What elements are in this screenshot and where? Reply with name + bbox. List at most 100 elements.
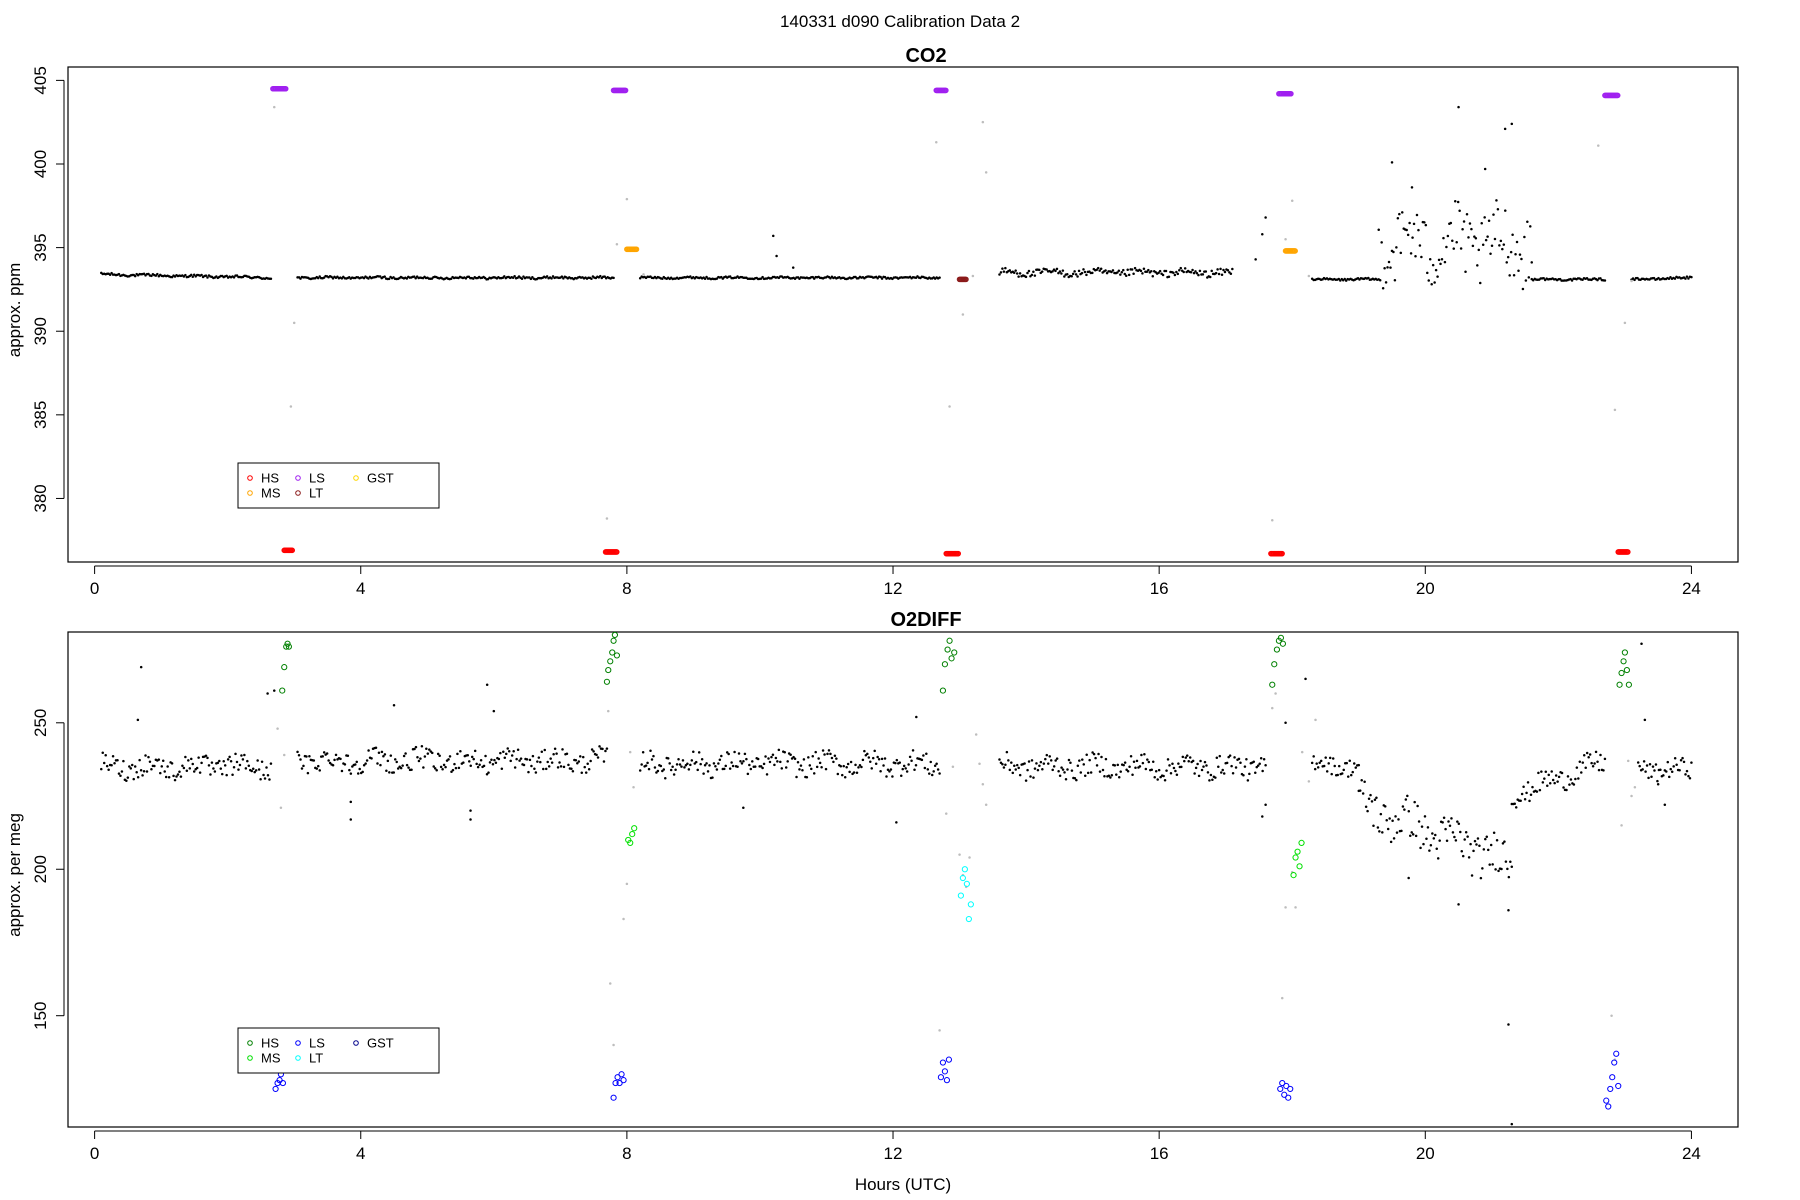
o2diff-point-ambient <box>1203 760 1207 764</box>
co2-point-ambient <box>1489 252 1492 256</box>
o2diff-point-ambient <box>649 749 652 752</box>
o2diff-point-ambient <box>491 762 495 766</box>
co2-point-ambient <box>938 276 941 279</box>
o2diff-point-ambient <box>157 758 161 761</box>
o2diff-point-ambient <box>223 764 227 767</box>
o2diff-point-ambient <box>1191 759 1195 763</box>
o2diff-point-ambient <box>1081 758 1084 761</box>
co2-point-flagged <box>615 243 619 246</box>
co2-point-ambient <box>1433 281 1436 284</box>
o2diff-point-ambient <box>1526 781 1530 784</box>
co2-point-ambient <box>1473 235 1476 238</box>
o2diff-point-ambient <box>1107 774 1111 778</box>
o2diff-point-ambient <box>706 770 710 773</box>
o2diff-point-flagged <box>1610 1014 1613 1017</box>
co2-point-ambient <box>1116 271 1119 274</box>
o2diff-point-ambient <box>1585 751 1589 755</box>
co2-y-tick-group: 385 <box>31 401 50 429</box>
o2diff-point-ambient <box>792 755 795 759</box>
o2diff-point-ambient <box>132 777 135 781</box>
o2diff-point-ms <box>1298 839 1305 846</box>
co2-point-ambient <box>1502 243 1506 246</box>
o2diff-point-ambient <box>247 764 251 768</box>
o2diff-point-ambient <box>1044 757 1047 761</box>
o2diff-point-ambient <box>559 765 563 768</box>
o2diff-point-ambient <box>1643 718 1647 722</box>
o2diff-point-ambient <box>680 765 683 768</box>
o2diff-point-ambient <box>383 753 387 756</box>
o2diff-point-ambient <box>867 756 871 759</box>
co2-point-ambient <box>1004 266 1007 270</box>
o2diff-point-ambient <box>1047 762 1050 765</box>
o2diff-point-ambient <box>938 772 941 775</box>
o2diff-point-ambient <box>240 754 243 757</box>
o2diff-point-ambient <box>1011 771 1015 775</box>
o2diff-point-ambient <box>1459 830 1462 834</box>
o2diff-point-ambient <box>182 766 186 770</box>
o2diff-point-ambient <box>1352 762 1356 765</box>
co2-point-ambient <box>1596 278 1599 282</box>
o2diff-point-ambient <box>922 754 925 757</box>
o2diff-point-ambient <box>1450 817 1453 820</box>
o2diff-point-ambient <box>727 752 730 756</box>
o2diff-point-lt <box>967 901 974 908</box>
o2diff-point-ambient <box>441 768 444 771</box>
co2-point-ambient <box>405 277 409 280</box>
o2diff-point-ambient <box>907 763 910 766</box>
o2diff-point-ambient <box>677 757 680 761</box>
o2diff-point-ambient <box>1239 761 1242 765</box>
o2diff-point-flagged <box>1280 996 1284 1000</box>
o2diff-series-hs <box>279 631 1632 694</box>
o2diff-point-ambient <box>539 760 542 764</box>
o2diff-point-ambient <box>354 763 357 766</box>
o2diff-point-ambient <box>933 764 937 767</box>
o2diff-legend-swatch-ls <box>295 1040 301 1046</box>
co2-point-ambient <box>1074 273 1078 276</box>
co2-point-ambient <box>1384 281 1388 284</box>
co2-point-ambient <box>1060 272 1063 275</box>
o2diff-point-ambient <box>1645 764 1649 767</box>
o2diff-point-ambient <box>1603 757 1607 761</box>
o2diff-point-ambient <box>1525 791 1528 795</box>
co2-point-ambient <box>1483 216 1486 219</box>
o2diff-point-ambient <box>879 770 882 773</box>
o2diff-point-ambient <box>430 751 434 755</box>
o2diff-point-lt <box>965 915 972 923</box>
o2diff-point-ambient <box>926 768 930 771</box>
o2diff-point-ambient <box>1669 767 1672 771</box>
o2diff-point-ambient <box>845 765 848 769</box>
co2-point-ambient <box>1509 250 1513 254</box>
o2diff-legend-label-hs: HS <box>261 1036 279 1051</box>
o2diff-point-ambient <box>811 754 815 758</box>
co2-point-ls <box>1288 90 1294 97</box>
o2diff-point-ambient <box>652 754 655 758</box>
o2diff-point-ls <box>618 1071 625 1078</box>
o2diff-point-flagged <box>276 727 279 730</box>
o2diff-point-ambient <box>1593 762 1596 765</box>
co2-x-tick-label: 12 <box>884 579 903 598</box>
o2diff-point-ambient <box>509 759 512 763</box>
o2diff-point-ms <box>627 839 634 846</box>
o2diff-point-ambient <box>761 766 764 770</box>
o2diff-point-ambient <box>200 761 203 765</box>
o2diff-point-ambient <box>178 770 181 774</box>
o2diff-point-ambient <box>497 757 501 761</box>
o2diff-point-ambient <box>216 761 220 765</box>
o2diff-point-ambient <box>1420 825 1424 828</box>
o2diff-point-ambient <box>218 759 221 763</box>
co2-point-ambient <box>661 277 664 281</box>
o2diff-point-hs <box>609 649 616 656</box>
co2-point-ambient <box>529 277 533 281</box>
o2diff-point-ambient <box>470 755 474 759</box>
o2diff-point-ambient <box>479 758 483 762</box>
o2diff-point-hs <box>944 646 951 653</box>
o2diff-point-ambient <box>266 773 270 777</box>
o2diff-point-ambient <box>839 764 843 768</box>
o2diff-point-ambient <box>842 764 845 768</box>
o2diff-point-ambient <box>1234 766 1238 769</box>
o2diff-point-flagged <box>944 812 948 815</box>
co2-point-ambient <box>1123 272 1127 276</box>
o2diff-point-ambient <box>475 762 478 766</box>
o2diff-point-ambient <box>1100 755 1103 759</box>
